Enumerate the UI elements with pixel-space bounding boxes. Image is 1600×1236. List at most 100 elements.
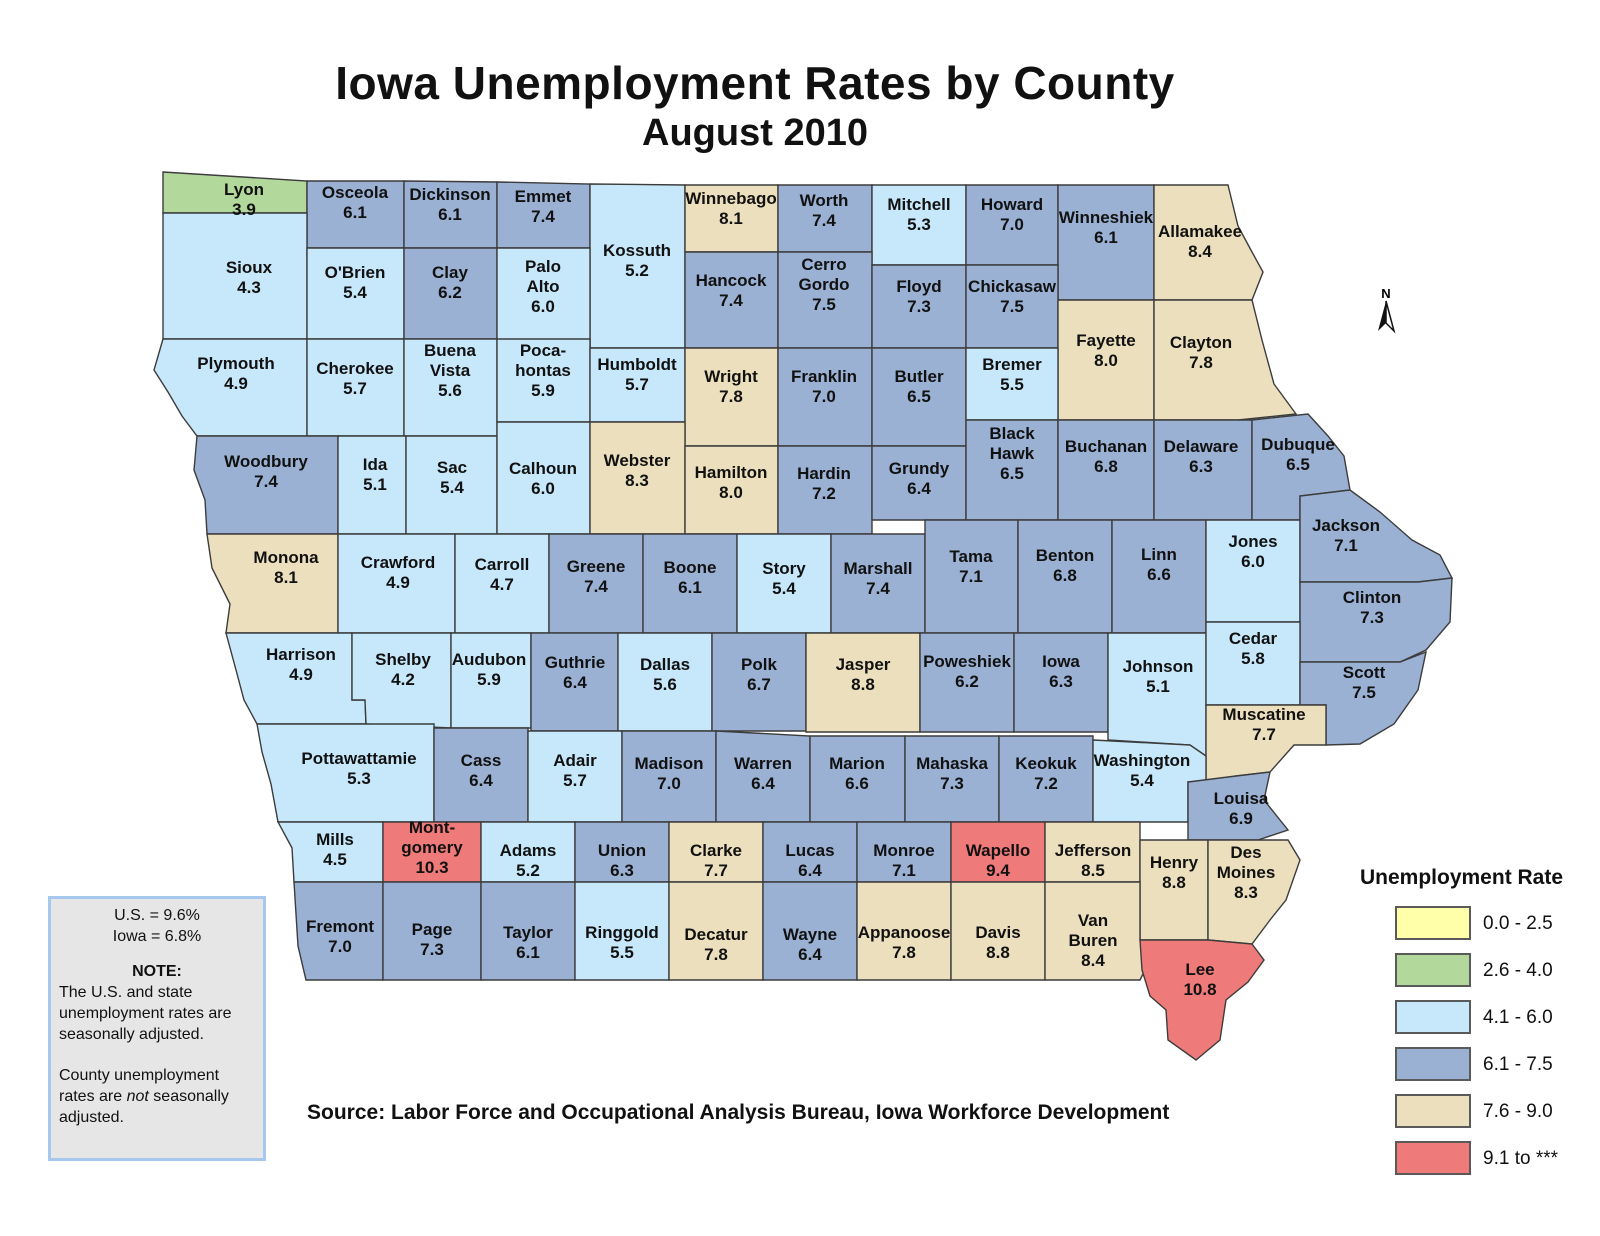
county-name-hancock: Hancock	[696, 271, 767, 290]
county-name-jasper: Jasper	[836, 655, 891, 674]
county-rate-cerro-gordo: 7.5	[812, 295, 836, 314]
county-rate-iowa: 6.3	[1049, 672, 1073, 691]
county-name-benton: Benton	[1036, 546, 1095, 565]
county-rate-pottawattamie: 5.3	[347, 769, 371, 788]
county-rate-lee: 10.8	[1183, 980, 1216, 999]
county-name-wapello: Wapello	[966, 841, 1031, 860]
county-name-grundy: Grundy	[889, 459, 950, 478]
county-rate-webster: 8.3	[625, 471, 649, 490]
county-rate-jefferson: 8.5	[1081, 861, 1105, 880]
legend-label: 7.6 - 9.0	[1483, 1101, 1553, 1122]
county-name-story: Story	[762, 559, 806, 578]
county-rate-van-buren: 8.4	[1081, 951, 1105, 970]
county-rate-muscatine: 7.7	[1252, 725, 1276, 744]
county-name-humboldt: Humboldt	[597, 355, 677, 374]
county-name-tama: Tama	[949, 547, 993, 566]
county-rate-allamakee: 8.4	[1188, 242, 1212, 261]
county-rate-dickinson: 6.1	[438, 205, 462, 224]
county-rate-mills: 4.5	[323, 850, 347, 869]
county-rate-ringgold: 5.5	[610, 943, 634, 962]
county-name-ida: Ida	[363, 455, 388, 474]
county-rate-davis: 8.8	[986, 943, 1010, 962]
county-rate-hancock: 7.4	[719, 291, 743, 310]
legend-label: 4.1 - 6.0	[1483, 1007, 1553, 1028]
county-rate-crawford: 4.9	[386, 573, 410, 592]
note-paragraph-2: County unemployment rates are not season…	[59, 1067, 229, 1126]
county-name-buchanan: Buchanan	[1065, 437, 1147, 456]
county-rate-jones: 6.0	[1241, 552, 1265, 571]
county-labels: Lyon3.9Osceola6.1Dickinson6.1Emmet7.4Kos…	[197, 180, 1401, 999]
source-note: Source: Labor Force and Occupational Ana…	[307, 1101, 1170, 1124]
county-name-monroe: Monroe	[873, 841, 934, 860]
county-name-greene: Greene	[567, 557, 626, 576]
legend-swatch	[1395, 1141, 1471, 1175]
county-rate-wapello: 9.4	[986, 861, 1010, 880]
county-rate-calhoun: 6.0	[531, 479, 555, 498]
county-rate-taylor: 6.1	[516, 943, 540, 962]
county-rate-delaware: 6.3	[1189, 457, 1213, 476]
county-rate-mitchell: 5.3	[907, 215, 931, 234]
county-name-adams: Adams	[500, 841, 557, 860]
county-name-wayne: Wayne	[783, 925, 837, 944]
county-name-butler: Butler	[894, 367, 944, 386]
county-name-crawford: Crawford	[361, 553, 436, 572]
county-rate-ida: 5.1	[363, 475, 387, 494]
county-name-dubuque: Dubuque	[1261, 435, 1335, 454]
county-name-van-buren: Buren	[1068, 931, 1117, 950]
county-pottawattamie	[256, 723, 435, 823]
county-rate-worth: 7.4	[812, 211, 836, 230]
county-rate-monona: 8.1	[274, 568, 298, 587]
county-rate-palo-alto: 6.0	[531, 297, 555, 316]
county-name-calhoun: Calhoun	[509, 459, 577, 478]
county-rate-humboldt: 5.7	[625, 375, 649, 394]
county-name-hamilton: Hamilton	[695, 463, 768, 482]
county-name-linn: Linn	[1141, 545, 1177, 564]
county-name-van-buren: Van	[1078, 911, 1108, 930]
county-rate-benton: 6.8	[1053, 566, 1077, 585]
county-name-allamakee: Allamakee	[1158, 222, 1242, 241]
county-rate-cass: 6.4	[469, 771, 493, 790]
county-rate-louisa: 6.9	[1229, 809, 1253, 828]
note-box: U.S. = 9.6% Iowa = 6.8% NOTE: The U.S. a…	[48, 896, 266, 1161]
county-rate-clinton: 7.3	[1360, 608, 1384, 627]
county-rate-keokuk: 7.2	[1034, 774, 1058, 793]
county-name-dallas: Dallas	[640, 655, 690, 674]
county-rate-fayette: 8.0	[1094, 351, 1118, 370]
county-name-fremont: Fremont	[306, 917, 374, 936]
county-name-poca-hontas: Poca-	[520, 341, 566, 360]
county-rate-greene: 7.4	[584, 577, 608, 596]
county-rate-mahaska: 7.3	[940, 774, 964, 793]
county-name-carroll: Carroll	[475, 555, 530, 574]
county-rate-hardin: 7.2	[812, 484, 836, 503]
county-rate-adair: 5.7	[563, 771, 587, 790]
county-rate-mont-gomery: 10.3	[415, 858, 448, 877]
county-rate-guthrie: 6.4	[563, 673, 587, 692]
map-title: Iowa Unemployment Rates by County	[335, 57, 1175, 109]
legend-label: 2.6 - 4.0	[1483, 960, 1553, 981]
county-name-decatur: Decatur	[684, 925, 748, 944]
county-name-dickinson: Dickinson	[409, 185, 490, 204]
county-name-des-moines: Des	[1230, 843, 1261, 862]
legend-title: Unemployment Rate	[1360, 866, 1564, 889]
county-rate-adams: 5.2	[516, 861, 540, 880]
county-name-marshall: Marshall	[844, 559, 913, 578]
county-name-winnebago: Winnebago	[685, 189, 776, 208]
county-name-worth: Worth	[800, 191, 849, 210]
county-rate-emmet: 7.4	[531, 207, 555, 226]
county-name-union: Union	[598, 841, 646, 860]
county-name-mont-gomery: gomery	[401, 838, 463, 857]
county-name-webster: Webster	[604, 451, 671, 470]
county-name-monona: Monona	[253, 548, 319, 567]
county-name-delaware: Delaware	[1164, 437, 1239, 456]
county-rate-wright: 7.8	[719, 387, 743, 406]
county-rate-franklin: 7.0	[812, 387, 836, 406]
legend-swatch	[1395, 953, 1471, 987]
county-rate-clayton: 7.8	[1189, 353, 1213, 372]
map-subtitle: August 2010	[642, 112, 868, 154]
north-label: N	[1381, 286, 1390, 301]
county-name-black-hawk: Black	[989, 424, 1035, 443]
county-name-franklin: Franklin	[791, 367, 857, 386]
county-name-jackson: Jackson	[1312, 516, 1380, 535]
county-name-mont-gomery: Mont-	[409, 818, 455, 837]
county-name-clayton: Clayton	[1170, 333, 1232, 352]
